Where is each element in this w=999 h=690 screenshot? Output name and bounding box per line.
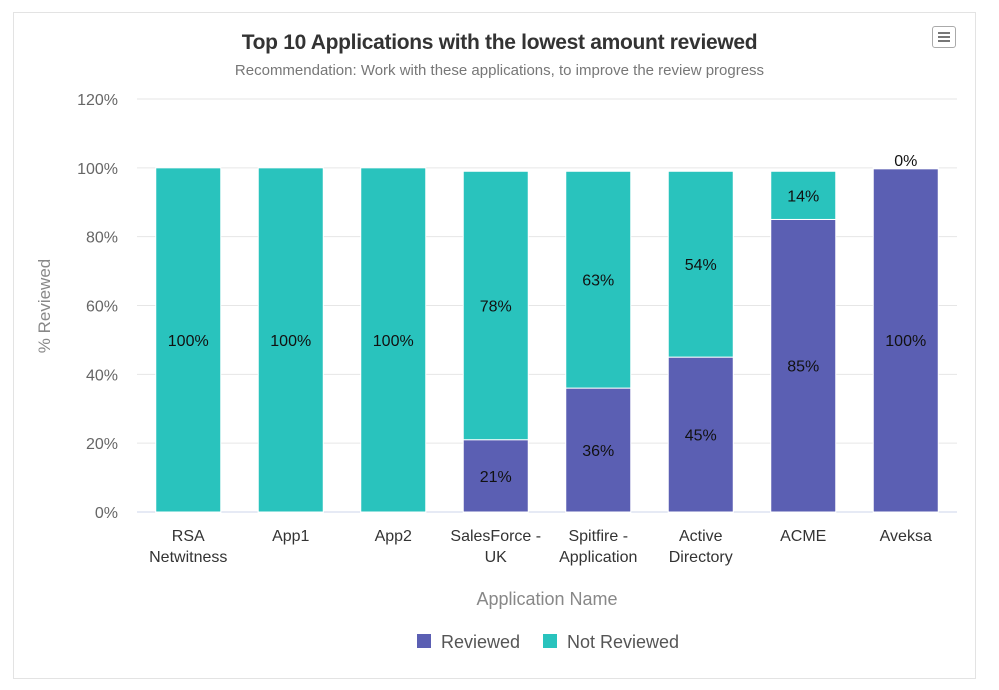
y-axis-title: % Reviewed xyxy=(35,259,54,354)
data-label: 0% xyxy=(894,153,917,170)
x-tick-label: Netwitness xyxy=(149,549,227,566)
data-label: 36% xyxy=(582,443,614,460)
y-tick-label: 0% xyxy=(95,505,118,522)
x-tick-label: Application xyxy=(559,549,637,566)
y-tick-label: 20% xyxy=(86,436,118,453)
data-label: 14% xyxy=(787,188,819,205)
chart-title: Top 10 Applications with the lowest amou… xyxy=(241,31,758,54)
data-label: 54% xyxy=(685,257,717,274)
legend-swatch xyxy=(417,634,431,648)
x-tick-label: UK xyxy=(485,549,508,566)
x-tick-label: App2 xyxy=(375,528,412,545)
x-axis-title: Application Name xyxy=(476,589,617,609)
x-tick-label: RSA xyxy=(172,528,205,545)
bar-not-reviewed xyxy=(872,167,939,170)
bar-reviewed xyxy=(872,167,939,513)
bar-not-reviewed xyxy=(360,167,427,513)
y-tick-label: 120% xyxy=(77,92,118,109)
x-tick-label: Aveksa xyxy=(880,528,932,545)
x-tick-label: Directory xyxy=(669,549,733,566)
data-label: 45% xyxy=(685,428,717,445)
chart-subtitle: Recommendation: Work with these applicat… xyxy=(234,62,765,79)
bar-not-reviewed xyxy=(565,170,632,389)
data-label: 63% xyxy=(582,273,614,290)
bar-not-reviewed xyxy=(770,170,837,220)
bar-not-reviewed xyxy=(155,167,222,513)
x-tick-label: App1 xyxy=(272,528,309,545)
bar-not-reviewed xyxy=(667,170,734,358)
legend-swatch xyxy=(543,634,557,648)
bar-reviewed xyxy=(565,387,632,513)
bar-not-reviewed xyxy=(257,167,324,513)
x-tick-label: Spitfire - xyxy=(568,528,628,545)
bar-reviewed xyxy=(667,356,734,513)
legend-item-reviewed: Reviewed xyxy=(441,632,520,652)
x-tick-label: SalesForce - xyxy=(450,528,541,545)
x-tick-label: Active xyxy=(679,528,723,545)
legend-item-not-reviewed: Not Reviewed xyxy=(567,632,679,652)
data-label: 21% xyxy=(480,469,512,486)
y-tick-label: 80% xyxy=(86,230,118,247)
data-label: 100% xyxy=(270,333,311,350)
x-tick-label: ACME xyxy=(780,528,826,545)
data-label: 100% xyxy=(373,333,414,350)
y-tick-label: 100% xyxy=(77,161,118,178)
chart-container xyxy=(13,12,976,679)
bar-not-reviewed xyxy=(462,170,529,441)
hamburger-menu-icon[interactable] xyxy=(932,26,956,48)
bar-reviewed xyxy=(462,439,529,513)
y-tick-label: 40% xyxy=(86,367,118,384)
data-label: 78% xyxy=(480,299,512,316)
data-label: 100% xyxy=(168,333,209,350)
data-label: 85% xyxy=(787,359,819,376)
y-tick-label: 60% xyxy=(86,299,118,316)
data-label: 100% xyxy=(885,333,926,350)
bar-reviewed xyxy=(770,218,837,513)
